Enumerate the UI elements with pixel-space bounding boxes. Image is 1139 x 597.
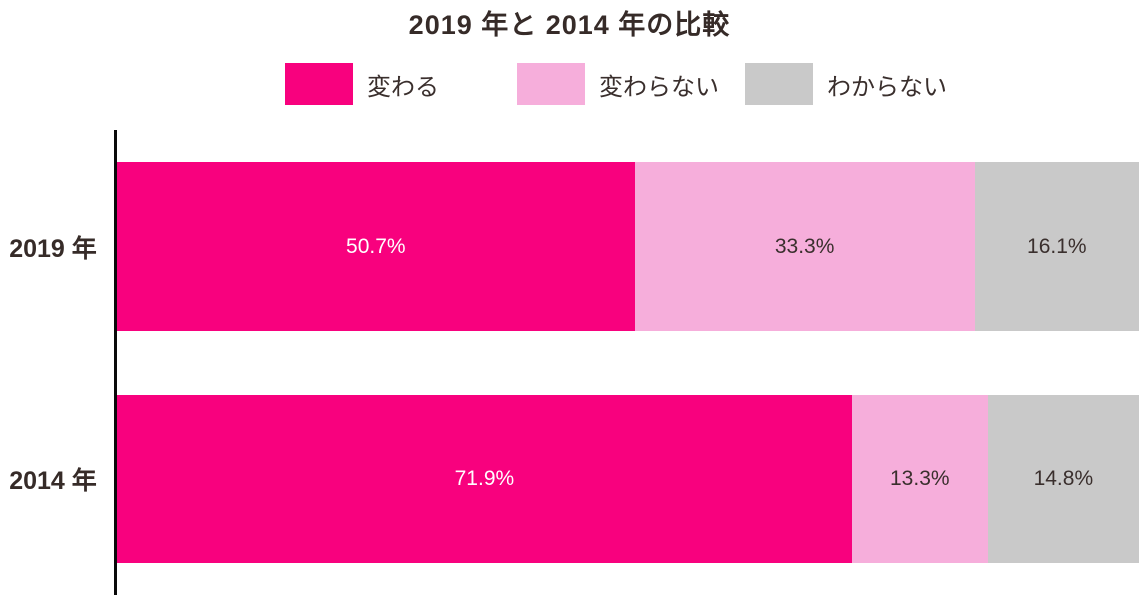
- bar-segment-2: 33.3%: [634, 162, 975, 331]
- y-axis-line: [114, 130, 117, 595]
- legend-item-1: 変わる: [285, 63, 439, 105]
- category-label-2019年: 2019 年: [9, 234, 97, 263]
- legend-item-2: 変わらない: [517, 63, 719, 105]
- legend-swatch-icon: [745, 63, 813, 105]
- segment-value-label: 33.3%: [774, 234, 835, 258]
- segment-value-label: 14.8%: [1033, 467, 1094, 490]
- legend-swatch-icon: [285, 63, 353, 105]
- bar-segment-1: 71.9%: [117, 395, 852, 563]
- segment-value-label: 50.7%: [346, 234, 406, 258]
- bar-segment-3: 14.8%: [987, 395, 1139, 563]
- segment-value-label: 16.1%: [1027, 234, 1087, 258]
- bar-segment-3: 16.1%: [974, 162, 1139, 331]
- legend-label: 変わらない: [599, 73, 719, 101]
- category-label-2014年: 2014 年: [9, 467, 97, 495]
- segment-value-label: 13.3%: [890, 467, 950, 490]
- bar-row: 50.7% 33.3% 16.1%: [117, 162, 1139, 331]
- legend-label: 変わる: [367, 73, 439, 101]
- legend: 変わる 変わらない わからない: [0, 63, 1139, 105]
- bar-segment-2: 13.3%: [851, 395, 988, 563]
- legend-label: わからない: [827, 73, 947, 101]
- legend-item-3: わからない: [745, 63, 947, 105]
- segment-value-label: 71.9%: [454, 467, 515, 490]
- chart-title: 2019 年と 2014 年の比較: [408, 10, 731, 40]
- legend-swatch-icon: [517, 63, 585, 105]
- bar-row: 71.9% 13.3% 14.8%: [117, 395, 1139, 563]
- bar-segment-1: 50.7%: [117, 162, 635, 331]
